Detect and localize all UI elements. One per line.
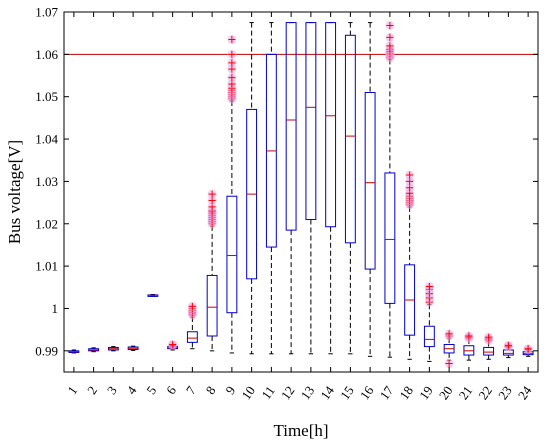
outlier-point <box>228 36 236 44</box>
box-group <box>364 22 376 357</box>
y-tick-label: 1.03 <box>35 174 58 189</box>
outlier-point <box>386 22 394 30</box>
box-group <box>423 281 435 362</box>
y-tick-label: 1.01 <box>35 259 58 274</box>
y-axis: 0.99 1 1.01 1.02 1.03 1.04 1.05 1.06 1.07 <box>35 5 538 358</box>
box <box>483 346 495 356</box>
box-group <box>127 345 139 351</box>
plot-frame <box>63 11 539 373</box>
y-tick-label: 1.06 <box>35 47 58 62</box>
box-group <box>285 22 297 355</box>
y-tick-label: 1.05 <box>35 89 58 104</box>
box-group <box>107 346 119 352</box>
outlier-point <box>445 330 453 338</box>
outlier-point <box>208 190 216 198</box>
y-tick-label: 1.07 <box>35 5 58 20</box>
box-group <box>325 22 337 355</box>
y-tick-label: 1.04 <box>35 132 58 147</box>
plot-area <box>64 21 538 369</box>
box-group <box>68 349 80 354</box>
outlier-point <box>406 171 414 179</box>
outlier-point <box>386 42 394 50</box>
box-group <box>167 339 179 351</box>
box <box>285 22 297 231</box>
box-group <box>226 35 238 354</box>
y-tick-label: 0.99 <box>35 343 58 358</box>
outlier-point <box>524 345 532 353</box>
box <box>325 22 337 228</box>
outlier-point <box>169 340 177 348</box>
box-group <box>522 344 534 357</box>
box-group <box>384 21 396 358</box>
box <box>384 172 396 304</box>
outlier-point <box>188 302 196 310</box>
outlier-point <box>504 341 512 349</box>
box-group <box>246 22 258 355</box>
outlier-point <box>228 74 236 82</box>
y-tick-label: 1 <box>52 301 59 316</box>
outlier-point <box>485 333 493 341</box>
box-group <box>88 347 100 353</box>
box-group <box>502 340 514 359</box>
box-group <box>206 189 218 352</box>
box <box>344 34 356 244</box>
box-group <box>265 22 277 355</box>
box <box>305 22 317 221</box>
y-tick-label: 1.02 <box>35 216 58 231</box>
outlier-point <box>228 59 236 67</box>
outlier-point <box>465 332 473 340</box>
box-group <box>147 293 159 297</box>
box-group <box>186 301 198 350</box>
box-group <box>483 332 495 360</box>
box-group <box>344 22 356 355</box>
box <box>186 331 198 343</box>
box <box>364 91 376 270</box>
outlier-point <box>445 360 453 368</box>
box-group <box>404 170 416 360</box>
box <box>423 325 435 348</box>
y-axis-label: Bus voltage[V] <box>5 140 24 244</box>
box-group <box>463 331 475 361</box>
outlier-point <box>228 50 236 58</box>
x-axis-label: Time[h] <box>273 421 328 440</box>
box <box>226 195 238 314</box>
box-group <box>443 329 455 369</box>
box-group <box>305 22 317 355</box>
box <box>206 274 218 337</box>
outlier-point <box>425 282 433 290</box>
outlier-point <box>386 33 394 41</box>
